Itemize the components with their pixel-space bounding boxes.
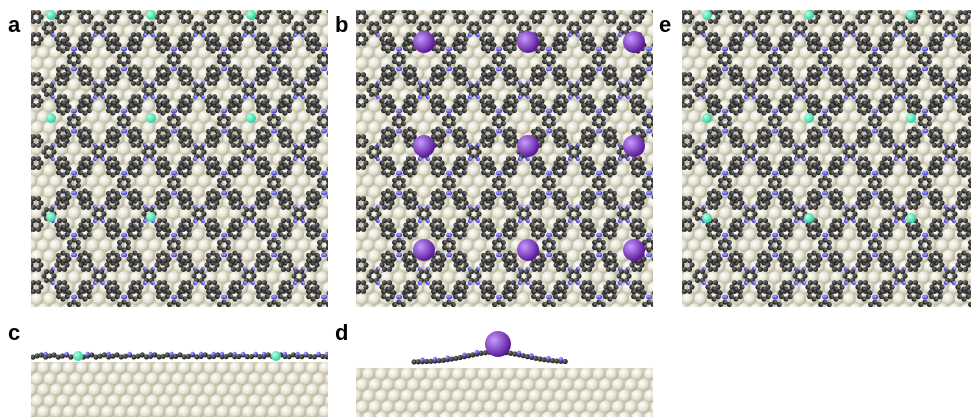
panel-label-c: c	[8, 320, 21, 345]
panel-label-d: d	[335, 320, 349, 345]
panel-label-e: e	[659, 12, 672, 37]
panel-label-a: a	[8, 12, 21, 37]
panel-b-image	[356, 10, 653, 307]
panel-label-b: b	[335, 12, 349, 37]
panel-a-image	[31, 10, 328, 307]
panel-c-image	[31, 340, 328, 417]
panel-d-image	[356, 330, 653, 417]
panel-e-image	[682, 10, 971, 307]
